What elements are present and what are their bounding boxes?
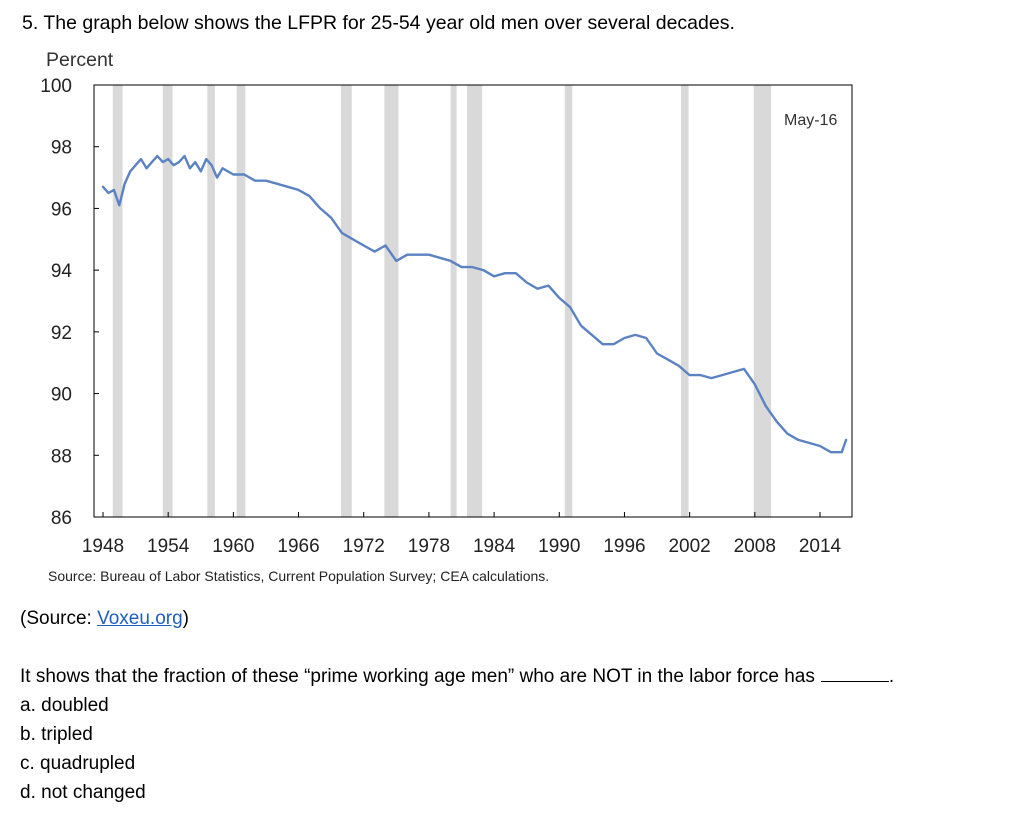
source-prefix: (Source: <box>20 608 98 629</box>
voxeu-link[interactable]: Voxeu.org <box>97 608 183 629</box>
y-tick-label: 98 <box>51 138 72 159</box>
recession-band <box>162 85 173 517</box>
x-tick-label: 2014 <box>799 536 842 557</box>
lfpr-series-line <box>101 154 848 454</box>
recession-band <box>112 85 123 517</box>
source-line: (Source: Voxeu.org) <box>20 608 189 630</box>
x-tick-label: 1954 <box>147 536 190 557</box>
recession-band <box>564 85 573 517</box>
y-ticks: 100 98 96 94 92 90 88 86 <box>40 76 99 529</box>
choice-c[interactable]: c. quadrupled <box>20 753 136 774</box>
recession-band <box>680 85 689 517</box>
x-tick-label: 1990 <box>538 536 580 557</box>
recession-band <box>207 85 215 517</box>
y-tick-label: 86 <box>51 508 72 529</box>
x-tick-label: 1948 <box>82 536 124 557</box>
x-tick-label: 1984 <box>473 536 516 557</box>
x-tick-label: 1996 <box>603 536 645 557</box>
answer-blank <box>820 667 889 682</box>
choice-a[interactable]: a. doubled <box>20 695 109 716</box>
x-tick-label: 1978 <box>408 536 450 557</box>
recession-band <box>340 85 352 517</box>
plot-frame <box>93 84 853 518</box>
x-tick-label: 2002 <box>668 536 710 557</box>
recession-band <box>450 85 457 517</box>
chart-source-note: Source: Bureau of Labor Statistics, Curr… <box>48 568 549 584</box>
y-axis-label: Percent <box>46 49 114 71</box>
y-tick-label: 92 <box>51 323 72 344</box>
answer-choices: a. doubled b. tripled c. quadrupled d. n… <box>20 694 146 810</box>
question-header: 5. The graph below shows the LFPR for 25… <box>22 12 735 34</box>
x-tick-label: 1972 <box>343 536 385 557</box>
y-tick-label: 100 <box>40 76 72 97</box>
x-tick-label: 2008 <box>734 536 776 557</box>
y-tick-label: 96 <box>51 199 72 220</box>
y-tick-label: 94 <box>51 261 73 282</box>
source-suffix: ) <box>182 608 189 629</box>
lfpr-chart: 100 98 96 94 92 90 88 86 1948 1954 1960 1966 1972 19… <box>40 49 853 584</box>
annotation-may16: May-16 <box>784 112 837 129</box>
x-ticks: 1948 1954 1960 1966 1972 1978 1984 1990 1996 2002… <box>82 512 842 557</box>
y-tick-label: 88 <box>51 446 72 467</box>
recession-band <box>236 85 246 517</box>
y-tick-label: 90 <box>51 385 72 406</box>
recession-band <box>384 85 399 517</box>
choice-d[interactable]: d. not changed <box>20 782 146 803</box>
recession-bands <box>112 85 772 517</box>
x-tick-label: 1966 <box>277 536 319 557</box>
prompt-text: It shows that the fraction of these “pri… <box>20 666 815 687</box>
question-prompt: It shows that the fraction of these “pri… <box>20 666 894 688</box>
choice-b[interactable]: b. tripled <box>20 724 93 745</box>
x-tick-label: 1960 <box>212 536 254 557</box>
recession-band <box>753 85 772 517</box>
recession-band <box>466 85 483 517</box>
prompt-end: . <box>888 666 895 687</box>
